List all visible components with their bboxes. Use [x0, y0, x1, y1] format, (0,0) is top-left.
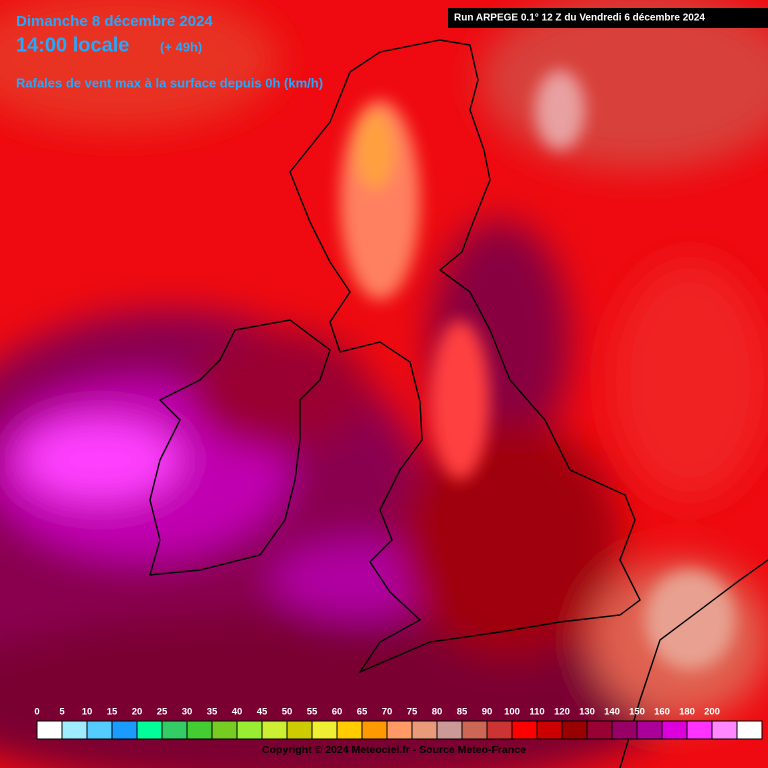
legend-label: 25: [157, 707, 168, 718]
legend-label: 0: [34, 707, 39, 718]
legend-label: 20: [132, 707, 143, 718]
legend-swatch: [486, 720, 513, 740]
legend-swatch: [361, 720, 388, 740]
legend-swatch: [86, 720, 113, 740]
legend-swatch: [211, 720, 238, 740]
legend-label: 160: [654, 707, 670, 718]
legend-swatch: [636, 720, 663, 740]
legend-swatch: [511, 720, 538, 740]
legend-label: 45: [257, 707, 268, 718]
legend-label: 75: [407, 707, 418, 718]
legend-swatch: [111, 720, 138, 740]
legend-swatch: [261, 720, 288, 740]
date: Dimanche 8 décembre 2024: [16, 13, 213, 30]
france-coast: [619, 559, 768, 768]
legend-label: 35: [207, 707, 218, 718]
legend-swatch: [36, 720, 63, 740]
legend-swatch: [661, 720, 688, 740]
legend-swatch: [586, 720, 613, 740]
legend-label: 70: [382, 707, 393, 718]
legend-swatch: [411, 720, 438, 740]
legend-label: 90: [482, 707, 493, 718]
legend-label: 60: [332, 707, 343, 718]
legend-swatch: [136, 720, 163, 740]
legend-swatch: [61, 720, 88, 740]
legend-swatch: [161, 720, 188, 740]
time: 14:00 locale: [16, 34, 129, 56]
ireland-coast: [149, 319, 331, 576]
legend-label: 110: [529, 707, 544, 718]
coastlines: [149, 39, 768, 768]
legend-swatch: [186, 720, 213, 740]
legend-label: 40: [232, 707, 243, 718]
legend-label: 80: [432, 707, 443, 718]
legend-swatch: [311, 720, 338, 740]
legend-label: 100: [504, 707, 520, 718]
legend-label: 50: [282, 707, 293, 718]
legend-label: 85: [457, 707, 468, 718]
subtitle: Rafales de vent max à la surface depuis …: [16, 75, 323, 90]
legend-label: 120: [554, 707, 570, 718]
legend-swatch: [336, 720, 363, 740]
legend-label: 15: [107, 707, 118, 718]
legend-label: 180: [679, 707, 695, 718]
lead-time: (+ 49h): [160, 39, 202, 54]
legend-swatch: [611, 720, 638, 740]
legend-swatch: [436, 720, 463, 740]
legend-label: 65: [357, 707, 368, 718]
copyright: Copyright © 2024 Meteociel.fr - Source M…: [262, 744, 526, 756]
legend-label: 150: [629, 707, 645, 718]
legend-swatch: [386, 720, 413, 740]
legend-label: 30: [182, 707, 193, 718]
legend-label: 140: [604, 707, 620, 718]
legend-label: 55: [307, 707, 318, 718]
legend-swatch: [286, 720, 313, 740]
legend-label: 130: [579, 707, 595, 718]
legend-swatch: [461, 720, 488, 740]
legend-swatch: [236, 720, 263, 740]
great-britain-coast: [289, 39, 641, 674]
legend-swatch: [736, 720, 763, 740]
legend-label: 10: [82, 707, 93, 718]
run-info: Run ARPEGE 0.1° 12 Z du Vendredi 6 décem…: [454, 13, 705, 24]
legend-label: 200: [704, 707, 720, 718]
legend: 0 5 10 15 20 25 30 35 40 45 50 55 60 65 70 75 80 85 90 100 1…: [34, 707, 763, 740]
run-banner: [448, 8, 768, 28]
legend-label: 5: [59, 707, 65, 718]
legend-swatch: [711, 720, 738, 740]
legend-swatch: [561, 720, 588, 740]
legend-swatch: [686, 720, 713, 740]
legend-swatch: [536, 720, 563, 740]
